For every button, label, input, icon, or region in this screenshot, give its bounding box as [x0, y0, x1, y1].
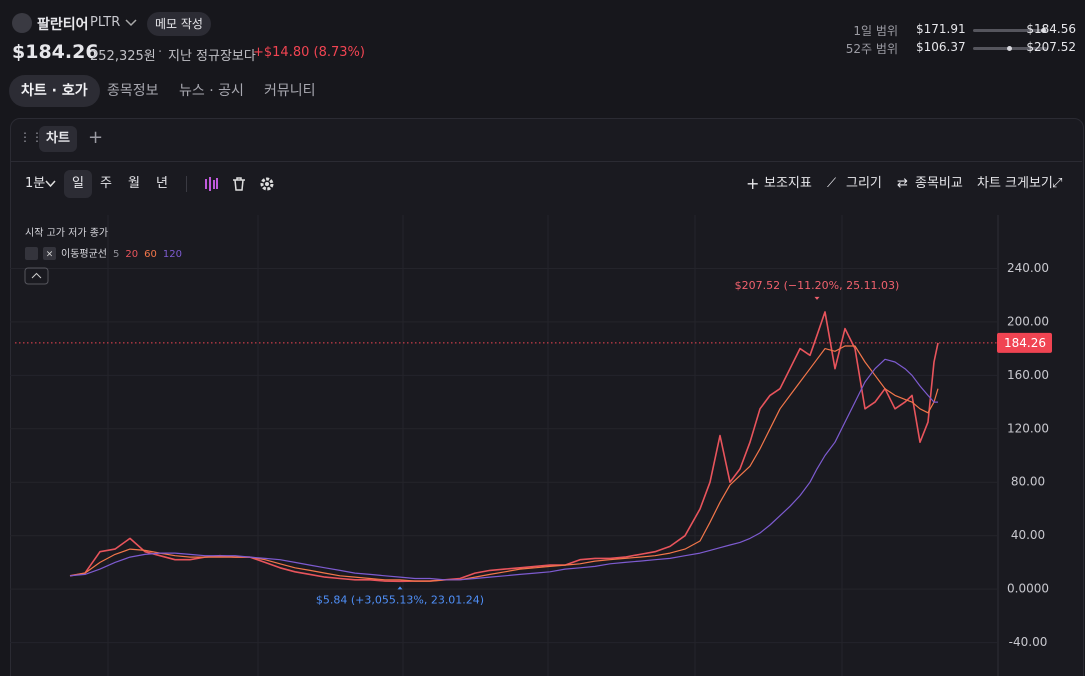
settings-icon[interactable]	[259, 176, 275, 192]
y-tick-label: 80.00	[1011, 475, 1045, 489]
action[interactable]: 보조지표	[764, 176, 812, 191]
range-high: $184.56	[1026, 22, 1076, 36]
legend-ma-item: 60	[144, 249, 157, 260]
dot: ·	[158, 45, 163, 60]
divider	[186, 176, 187, 192]
add-tab[interactable]: +	[88, 127, 104, 148]
divider	[11, 161, 1082, 162]
period[interactable]: 일	[72, 176, 84, 191]
stock-name[interactable]: 팔란티어	[37, 17, 89, 33]
range-slider	[973, 28, 1047, 33]
range-high: $207.52	[1026, 40, 1076, 54]
period[interactable]: 주	[100, 176, 112, 191]
y-tick-label: 40.00	[1011, 528, 1045, 542]
change: +$14.80 (8.73%)	[253, 45, 365, 60]
price-label: 184.26	[1004, 336, 1046, 350]
action[interactable]: 차트 크게보기	[977, 176, 1053, 191]
chevron[interactable]	[125, 18, 137, 28]
tab[interactable]: 종목정보	[107, 83, 159, 99]
period[interactable]: 월	[128, 176, 140, 191]
period[interactable]: 년	[156, 176, 168, 191]
price-label-bg	[997, 332, 1052, 353]
y-tick-label: 120.00	[1007, 421, 1049, 435]
annotation-marker	[397, 586, 403, 590]
chevron[interactable]	[45, 180, 56, 188]
plot	[69, 311, 939, 583]
draw-icon[interactable]: ⟋	[827, 176, 837, 191]
ticker[interactable]: PLTR	[90, 15, 121, 30]
legend-ma-item: 5	[113, 249, 119, 260]
drag-handle[interactable]: ⋮⋮	[19, 130, 43, 144]
overlay: 184.26 $207.52 (−11.20%, 25.11.03) $5.84 (…	[15, 279, 1052, 606]
period-active-bg	[64, 170, 92, 198]
tab[interactable]: 커뮤니티	[264, 83, 316, 99]
y-tick-label: 160.00	[1007, 368, 1049, 382]
trash-icon[interactable]	[231, 176, 247, 192]
series-line	[69, 311, 939, 583]
legend-ma-title: 이동평균선	[61, 248, 107, 260]
legend-visibility[interactable]	[25, 247, 38, 260]
range-low: $106.37	[916, 40, 966, 54]
close-icon[interactable]: ×	[46, 250, 54, 260]
x-grid	[107, 215, 999, 676]
expand-icon[interactable]: ⤢	[1052, 176, 1063, 191]
collapse-button[interactable]	[24, 267, 49, 285]
candle-icon[interactable]	[203, 176, 219, 192]
interval[interactable]: 1분	[25, 176, 46, 191]
range-label: 1일 범위	[853, 24, 898, 38]
y-tick-label: 200.00	[1007, 314, 1049, 328]
range-label: 52주 범위	[845, 42, 898, 56]
price: $184.26	[12, 41, 99, 63]
grid: -40.00 0.0000 40.00 80.00 120.00 160.00 200.00…	[10, 261, 1049, 649]
annotation-label: $5.84 (+3,055.13%, 23.01.24)	[316, 593, 484, 606]
compare-label: 지난 정규장보다	[168, 49, 256, 64]
range-slider	[973, 46, 1047, 51]
compare-icon[interactable]: ⇄	[897, 176, 908, 191]
ma-legend: 5 20 60 120	[113, 249, 182, 260]
y-tick-label: 240.00	[1007, 261, 1049, 275]
annotation-label: $207.52 (−11.20%, 25.11.03)	[735, 279, 900, 292]
stock-logo	[12, 13, 32, 33]
legend-ohlc: 시작 고가 저가 종가	[25, 227, 108, 239]
y-tick-label: 0.0000	[1007, 582, 1049, 596]
plus-icon[interactable]: +	[746, 174, 760, 193]
annotation-marker	[814, 296, 820, 300]
range-low: $171.91	[916, 22, 966, 36]
tab[interactable]: 차트 · 호가	[9, 75, 100, 107]
collapse-icon[interactable]	[31, 272, 42, 279]
price-krw: 252,325원	[90, 49, 156, 64]
y-tick-label: -40.00	[1009, 635, 1048, 649]
legend-close[interactable]	[43, 247, 56, 260]
series-line	[69, 345, 939, 582]
series-line	[69, 358, 938, 581]
panel-tab[interactable]: 차트	[39, 126, 77, 152]
legend-ma-item: 20	[125, 249, 138, 260]
tab[interactable]: 뉴스 · 공시	[179, 83, 244, 99]
action[interactable]: 그리기	[846, 176, 882, 191]
chart-panel	[10, 118, 1084, 676]
legend-ma-item: 120	[163, 249, 182, 260]
memo-button[interactable]: 메모 작성	[147, 12, 211, 36]
action[interactable]: 종목비교	[915, 176, 963, 191]
